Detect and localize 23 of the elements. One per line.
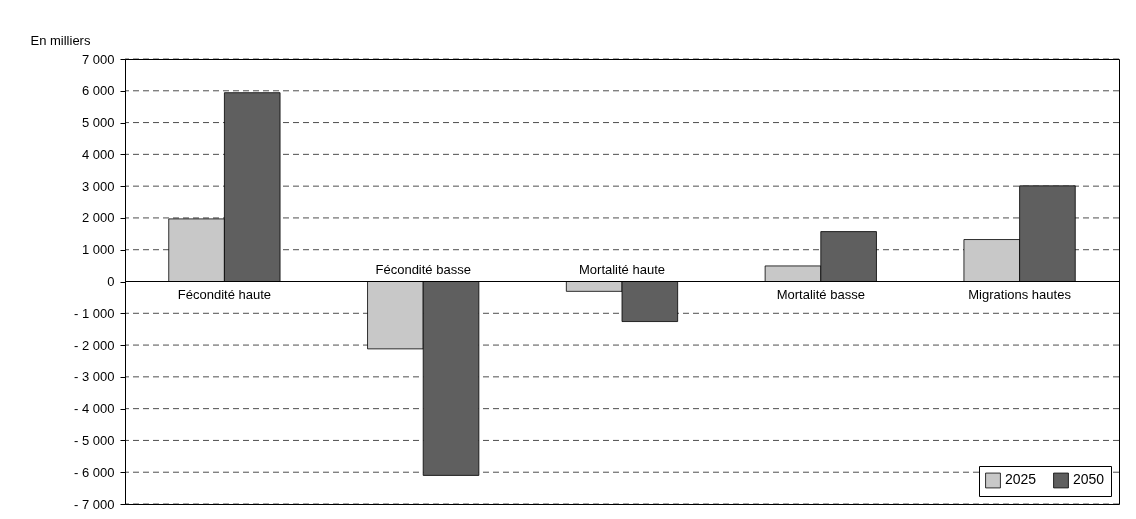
x-tick-label: Migrations hautes [968,286,1072,302]
y-tick-label: 7 000 [81,51,115,67]
x-tick-label: Mortalité basse [776,286,865,302]
x-tick-label: Mortalité haute [579,261,665,277]
legend-label: 2025 [1005,471,1037,488]
x-tick-label: Fécondité haute [177,286,272,302]
y-tick-label: 6 000 [81,83,115,99]
y-tick-label: 3 000 [81,178,115,194]
y-tick-label: 4 000 [81,146,115,162]
y-tick-label: 2 000 [81,210,115,226]
y-tick-label: 5 000 [81,115,115,131]
y-tick-label: - 5 000 [74,432,115,448]
y-tick-label: - 3 000 [74,369,115,385]
y-tick-label: - 4 000 [74,401,115,417]
y-tick-label: - 7 000 [74,496,115,512]
y-tick-label: - 6 000 [74,464,115,480]
y-tick-label: 0 [107,274,115,289]
x-tick-label: Fécondité basse [375,261,471,277]
legend-label: 2050 [1073,471,1105,488]
y-axis-title: En milliers [30,32,91,48]
y-tick-label: - 1 000 [74,305,115,321]
y-tick-label: - 2 000 [74,337,115,353]
y-tick-label: 1 000 [81,242,115,258]
